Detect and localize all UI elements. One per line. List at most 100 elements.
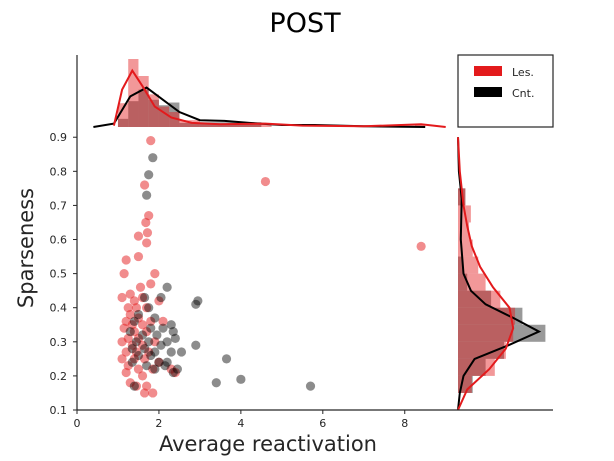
- top-hist-bar-les: [169, 112, 180, 127]
- scatter-point-cnt: [129, 316, 139, 326]
- scatter-point-les: [142, 303, 152, 313]
- scatter-point-les: [127, 340, 137, 350]
- right-kde-cnt: [457, 137, 542, 411]
- scatter-point-cnt: [142, 361, 152, 371]
- scatter-point-les: [133, 333, 144, 343]
- scatter-point-les: [154, 296, 164, 306]
- scatter-point-les: [142, 326, 152, 337]
- right-hist-bar-les: [458, 222, 470, 240]
- top-hist-bar-les: [179, 120, 200, 127]
- top-hist-bar-les: [128, 59, 139, 127]
- right-hist-bar-les: [458, 324, 514, 342]
- scatter-point-les: [170, 367, 180, 378]
- scatter-point-les: [135, 282, 146, 292]
- y-tick-label: 0.5: [50, 268, 68, 281]
- scatter-point-cnt: [144, 303, 154, 313]
- scatter-point-cnt: [162, 282, 172, 292]
- scatter-point-les: [139, 180, 150, 190]
- scatter-point-les: [117, 292, 127, 303]
- scatter-point-cnt: [129, 381, 139, 391]
- scatter-point-cnt: [133, 309, 144, 320]
- scatter-point-cnt: [158, 323, 168, 333]
- right-hist-bar-les: [458, 341, 506, 359]
- top-hist-bar-cnt: [117, 118, 129, 127]
- scatter-point-cnt: [154, 357, 164, 367]
- scatter-point-cnt: [150, 347, 160, 357]
- scatter-point-les: [139, 388, 150, 398]
- scatter-point-les: [141, 217, 151, 228]
- scatter-point-cnt: [125, 326, 135, 337]
- scatter-point-cnt: [152, 330, 162, 340]
- scatter-point-les: [125, 289, 135, 299]
- scatter-point-cnt: [193, 296, 203, 306]
- legend-label-cnt: Cnt.: [512, 87, 534, 100]
- top-hist-bar-les: [158, 106, 170, 127]
- scatter-point-cnt: [156, 292, 166, 303]
- y-tick-label: 0.2: [50, 370, 68, 383]
- right-hist-bar-cnt: [458, 273, 468, 291]
- x-tick-label: 0: [74, 417, 81, 430]
- scatter-point-cnt: [127, 357, 137, 367]
- legend-swatch-cnt: [474, 87, 502, 97]
- scatter-point-cnt: [148, 153, 158, 163]
- scatter-point-les: [150, 337, 160, 347]
- scatter-point-cnt: [191, 340, 201, 350]
- scatter-point-les: [121, 255, 131, 265]
- top-hist-bar-les: [138, 76, 149, 127]
- scatter-point-cnt: [162, 357, 172, 367]
- scatter-point-les: [119, 323, 129, 333]
- top-hist-bar-cnt: [158, 105, 170, 127]
- scatter-point-cnt: [127, 344, 137, 354]
- scatter-point-les: [133, 313, 144, 323]
- right-hist-bar-les: [458, 307, 516, 325]
- right-hist-bar-cnt: [458, 290, 492, 308]
- scatter-point-cnt: [160, 361, 170, 371]
- x-tick-label: 6: [319, 417, 326, 430]
- y-tick-label: 0.3: [50, 336, 68, 349]
- scatter-point-les: [119, 269, 129, 279]
- scatter-point-cnt: [137, 330, 148, 340]
- scatter-point-les: [129, 354, 139, 364]
- top-hist-bar-les: [148, 94, 159, 127]
- y-tick-label: 0.9: [50, 131, 68, 144]
- scatter-points: [117, 136, 426, 398]
- legend: Les. Cnt.: [457, 54, 554, 128]
- scatter-point-les: [137, 340, 148, 350]
- scatter-point-cnt: [168, 367, 178, 378]
- scatter-point-les: [131, 381, 142, 391]
- scatter-point-les: [121, 347, 131, 357]
- top-hist-bar-cnt: [138, 89, 149, 127]
- scatter-point-les: [158, 316, 168, 326]
- scatter-point-les: [142, 228, 153, 238]
- top-hist-bar-cnt: [128, 101, 139, 127]
- x-axis-ticks: 0 2 4 6 8: [74, 410, 408, 430]
- right-kde-les: [457, 137, 515, 411]
- scatter-point-les: [133, 251, 144, 262]
- top-hist-bar-cnt: [179, 122, 200, 127]
- scatter-point-les: [146, 316, 156, 326]
- scatter-point-cnt: [142, 190, 152, 200]
- scatter-point-cnt: [236, 374, 246, 384]
- scatter-point-les: [121, 367, 131, 378]
- scatter-point-cnt: [176, 347, 187, 357]
- scatter-point-les: [117, 337, 127, 347]
- scatter-point-les: [137, 320, 148, 330]
- y-tick-label: 0.8: [50, 165, 68, 178]
- scatter-point-les: [146, 136, 156, 146]
- y-tick-label: 0.1: [50, 404, 68, 417]
- scatter-point-cnt: [146, 323, 156, 333]
- top-marginal-histogram: [93, 59, 446, 128]
- scatter-point-cnt: [305, 381, 316, 391]
- scatter-point-cnt: [191, 299, 201, 309]
- right-hist-bar-les: [458, 273, 486, 291]
- scatter-point-les: [139, 354, 150, 364]
- scatter-point-les: [144, 347, 154, 357]
- scatter-point-cnt: [144, 337, 154, 347]
- right-hist-bar-cnt: [458, 307, 523, 325]
- main-axes: [76, 127, 458, 411]
- legend-swatch-les: [474, 66, 502, 76]
- scatter-point-les: [137, 292, 148, 303]
- top-hist-bar-les: [261, 124, 272, 127]
- scatter-point-les: [148, 364, 158, 374]
- y-axis-label: Sparseness: [14, 188, 38, 308]
